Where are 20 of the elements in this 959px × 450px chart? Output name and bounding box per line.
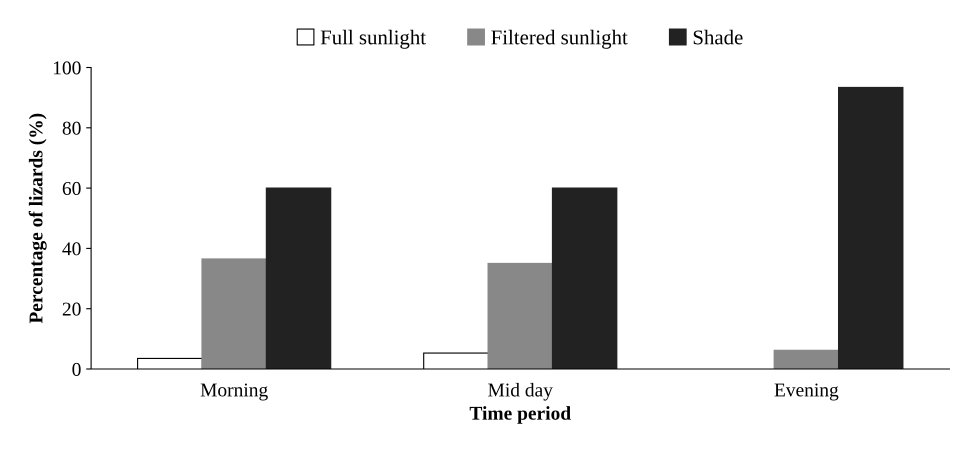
y-tick-label: 80 bbox=[62, 122, 81, 135]
bar bbox=[201, 258, 267, 369]
legend-label: Filtered sunlight bbox=[491, 30, 628, 49]
y-tick-label: 40 bbox=[62, 242, 81, 256]
bar bbox=[774, 350, 840, 369]
x-tick-label: Mid day bbox=[488, 382, 553, 401]
y-tick-label: 20 bbox=[62, 302, 81, 316]
legend-label: Full sunlight bbox=[320, 30, 426, 49]
legend-label: Shade bbox=[694, 30, 743, 44]
y-axis-title: Percentage of lizards (%) bbox=[28, 114, 47, 324]
x-tick-label: Evening bbox=[774, 383, 838, 401]
bar bbox=[488, 262, 553, 369]
bar bbox=[552, 188, 618, 369]
y-tick-label: 0 bbox=[72, 362, 81, 376]
x-tick-label: Morning bbox=[200, 383, 268, 401]
bar bbox=[838, 86, 904, 369]
y-tick-label: 100 bbox=[54, 61, 81, 74]
x-axis-title: Time period bbox=[470, 406, 571, 424]
bar bbox=[266, 188, 332, 369]
y-tick-label: 60 bbox=[62, 182, 81, 196]
